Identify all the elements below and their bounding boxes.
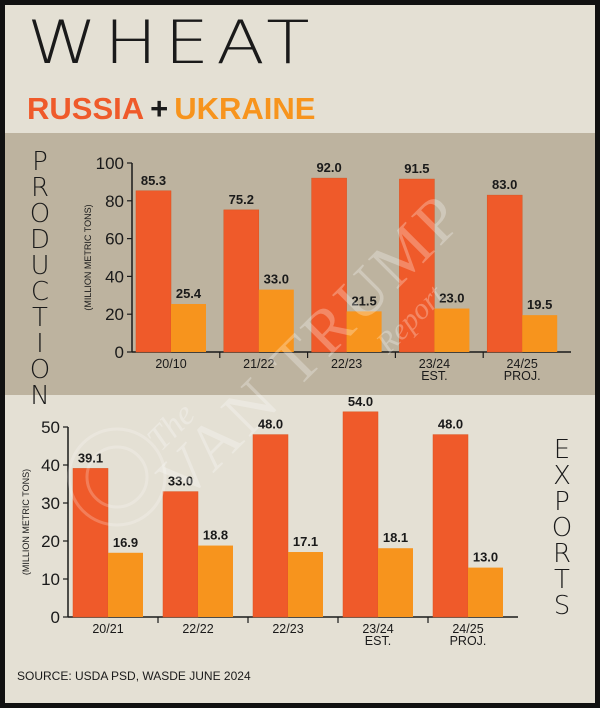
production-bar-ukraine: [522, 315, 558, 352]
exports-bar-russia: [72, 468, 109, 618]
page-title: WHEAT: [27, 8, 317, 78]
watermark-van-trump: VAN TRUMP: [143, 179, 477, 513]
exports-y-tick-label: 40: [41, 456, 60, 475]
exports-data-label: 18.8: [203, 528, 228, 543]
exports-x-tick-label: PROJ.: [450, 634, 487, 648]
exports-data-label: 13.0: [473, 550, 498, 565]
exports-data-label: 48.0: [258, 417, 283, 432]
production-data-label: 75.2: [229, 192, 254, 207]
production-x-tick-label: 21/22: [243, 357, 274, 371]
exports-x-tick-label: 22/23: [272, 622, 303, 636]
exports-bar-ukraine: [468, 567, 503, 617]
production-bar-russia: [399, 178, 435, 353]
production-data-label: 91.5: [404, 161, 429, 176]
production-y-tick-label: 100: [96, 154, 124, 173]
production-data-label: 19.5: [527, 297, 552, 312]
exports-y-axis-label: (MILLION METRIC TONS): [21, 469, 31, 575]
exports-bar-russia: [432, 434, 469, 618]
exports-data-label: 39.1: [78, 450, 103, 465]
exports-data-label: 18.1: [383, 530, 408, 545]
production-y-tick-label: 80: [105, 192, 124, 211]
subtitle-ukraine: UKRAINE: [174, 91, 316, 126]
production-x-tick-label: EST.: [421, 369, 447, 383]
production-data-label: 92.0: [316, 160, 341, 175]
production-y-axis-label: (MILLION METRIC TONS): [83, 204, 93, 310]
production-bar-ukraine: [346, 311, 382, 352]
watermark-wheat-icon: [67, 427, 167, 527]
exports-y-tick-label: 30: [41, 494, 60, 513]
production-data-label: 85.3: [141, 173, 166, 188]
exports-bar-ukraine: [378, 548, 413, 617]
production-data-label: 83.0: [492, 177, 517, 192]
exports-y-tick-label: 10: [41, 570, 60, 589]
production-bar-russia: [223, 209, 260, 353]
production-bar-russia: [486, 194, 523, 353]
production-x-tick-label: PROJ.: [504, 369, 541, 383]
watermark: The VAN TRUMP Report: [67, 179, 477, 527]
production-bar-ukraine: [171, 303, 206, 352]
exports-x-tick-label: 23/24: [362, 622, 393, 636]
exports-y-tick-label: 0: [51, 608, 60, 627]
exports-x-tick-label: 22/22: [182, 622, 213, 636]
production-bar-ukraine: [434, 308, 470, 352]
production-bar-russia: [311, 177, 347, 353]
subtitle-russia: RUSSIA: [27, 91, 145, 126]
exports-x-tick-label: EST.: [365, 634, 391, 648]
production-data-label: 25.4: [176, 286, 202, 301]
exports-x-tick-label: 20/21: [92, 622, 123, 636]
production-x-tick-label: 22/23: [331, 357, 362, 371]
production-y-tick-label: 0: [115, 343, 124, 362]
exports-y-tick-label: 50: [41, 418, 60, 437]
production-y-tick-label: 40: [105, 267, 124, 286]
exports-data-label: 16.9: [113, 535, 138, 550]
exports-bar-ukraine: [198, 545, 233, 617]
production-data-label: 33.0: [264, 272, 289, 287]
production-y-tick-label: 20: [105, 305, 124, 324]
subtitle: RUSSIA + UKRAINE: [27, 93, 315, 124]
production-x-tick-label: 24/25: [507, 357, 538, 371]
exports-x-tick-label: 24/25: [452, 622, 483, 636]
production-bar-ukraine: [258, 289, 294, 352]
production-data-label: 23.0: [439, 291, 464, 306]
exports-y-tick-label: 20: [41, 532, 60, 551]
exports-bar-ukraine: [288, 552, 323, 617]
exports-bar-russia: [162, 491, 199, 618]
production-data-label: 21.5: [351, 293, 376, 308]
exports-data-label: 48.0: [438, 417, 463, 432]
production-y-tick-label: 60: [105, 230, 124, 249]
exports-bar-ukraine: [108, 552, 143, 617]
production-x-tick-label: 20/10: [155, 357, 186, 371]
exports-data-label: 17.1: [293, 534, 318, 549]
exports-bar-russia: [342, 411, 379, 618]
exports-data-label: 33.0: [168, 474, 193, 489]
production-x-tick-label: 23/24: [419, 357, 450, 371]
exports-data-label: 54.0: [348, 394, 373, 409]
production-chart: 0 20 40 60 80 100 (MILLION METRIC TONS) 85.3 25.…: [83, 154, 571, 383]
subtitle-plus: +: [150, 91, 169, 126]
exports-chart: 0 10 20 30 40 50 (MILLION METRIC TONS) 39.1 16.9…: [21, 394, 518, 648]
exports-bar-russia: [252, 434, 289, 618]
source-note: SOURCE: USDA PSD, WASDE JUNE 2024: [17, 669, 251, 683]
production-bar-russia: [135, 190, 172, 353]
